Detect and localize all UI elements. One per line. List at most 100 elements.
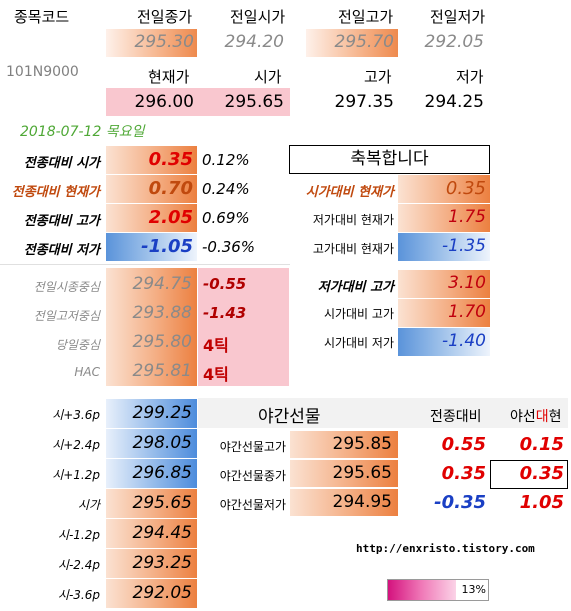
- night-row-cell: [290, 460, 398, 487]
- level-label: 시-1.2p: [57, 528, 100, 542]
- compare-right-value: -1.35: [442, 236, 486, 256]
- prev-close-cell: [106, 29, 197, 57]
- compare-left-cell: [106, 175, 197, 203]
- compare-right-label: 시가대비 저가: [323, 336, 394, 350]
- night-row-night: 0.15: [519, 434, 564, 455]
- level-cell: [106, 459, 197, 488]
- compare-left-pct: 0.12%: [202, 151, 250, 169]
- progress-fill: [388, 580, 456, 600]
- level-value: 293.25: [132, 553, 192, 573]
- night-row-value: 294.95: [332, 492, 392, 512]
- current-price-value: 296.00: [134, 92, 194, 112]
- level-label: 시+2.4p: [52, 438, 100, 452]
- compare-left-label: 전종대비 현재가: [11, 185, 100, 200]
- level-cell: [106, 579, 197, 608]
- compare-left-pct: 0.24%: [202, 180, 250, 198]
- level-label: 시가: [77, 498, 100, 512]
- level-value: 294.45: [132, 523, 192, 543]
- prev-low-value: 292.05: [424, 32, 484, 52]
- level-label: 시-2.4p: [57, 558, 100, 572]
- compare-right-label: 시가대비 고가: [323, 307, 394, 321]
- compare-left-label: 전종대비 시가: [23, 156, 100, 171]
- compare-left-cell: [106, 146, 197, 174]
- night-row-label: 야간선물종가: [219, 469, 286, 483]
- compare-left-label: 전종대비 고가: [23, 214, 100, 229]
- night-title: 야간선물: [258, 407, 321, 427]
- compare-right-label: 저가대비 고가: [317, 280, 394, 295]
- night-row-night: 0.35: [519, 463, 564, 484]
- compare-left-pct: -0.36%: [202, 238, 256, 256]
- level-value: 292.05: [132, 583, 192, 603]
- compare-right-cell: [398, 299, 490, 327]
- separator: [0, 264, 290, 265]
- header-low: 저가: [456, 68, 484, 86]
- level-cell: [106, 489, 197, 518]
- level-cell: [106, 429, 197, 458]
- compare-right-value: 1.75: [448, 207, 486, 227]
- blog-url[interactable]: http://enxristo.tistory.com: [356, 542, 535, 555]
- night-col-diff: 전종대비: [430, 409, 482, 425]
- center-value: 294.75: [132, 274, 192, 294]
- progress-label: 13%: [461, 583, 486, 596]
- current-price-cell: [106, 88, 290, 116]
- compare-right-value: 0.35: [445, 178, 486, 199]
- compare-left-value: 0.35: [148, 149, 193, 170]
- night-row-label: 야간선물저가: [219, 498, 286, 512]
- compare-right-value: 3.10: [448, 273, 486, 293]
- compare-right-cell: [398, 233, 490, 261]
- night-header-bar: [198, 398, 568, 428]
- center-value: 295.81: [132, 361, 192, 381]
- open-price-value: 295.65: [224, 92, 284, 112]
- night-row-diff: 0.55: [441, 434, 486, 455]
- night-col-part: 현: [548, 409, 562, 425]
- center-diff: -0.55: [203, 275, 247, 293]
- low-price-value: 294.25: [424, 92, 484, 112]
- center-diff: 4틱: [203, 365, 229, 384]
- compare-right-cell: [398, 270, 490, 298]
- level-value: 298.05: [132, 433, 192, 453]
- level-cell: [106, 549, 197, 578]
- center-value: 293.88: [132, 303, 192, 323]
- prev-high-value: 295.70: [334, 32, 394, 52]
- header-open: 시가: [254, 68, 282, 86]
- level-value: 299.25: [132, 403, 192, 423]
- level-value: 295.65: [132, 493, 192, 513]
- compare-left-label: 전종대비 저가: [23, 243, 100, 258]
- night-col-part-red: 대: [535, 409, 549, 425]
- night-col-night: 야선대현: [510, 406, 562, 426]
- compare-right-label: 저가대비 현재가: [312, 213, 394, 227]
- header-prev-open: 전일시가: [230, 8, 286, 26]
- center-value: 295.80: [132, 332, 192, 352]
- high-price-value: 297.35: [334, 92, 394, 112]
- center-label: 전일고저중심: [33, 309, 100, 323]
- header-prev-high: 전일고가: [338, 8, 394, 26]
- prev-high-cell: [306, 29, 398, 57]
- compare-right-value: -1.40: [442, 331, 486, 351]
- level-value: 296.85: [132, 463, 192, 483]
- level-label: 시-3.6p: [57, 588, 100, 602]
- prev-close-value: 295.30: [134, 32, 194, 52]
- level-label: 시+3.6p: [52, 408, 100, 422]
- header-high: 고가: [364, 68, 392, 86]
- night-row-value: 295.65: [332, 463, 392, 483]
- night-row-diff: -0.35: [434, 492, 486, 513]
- night-row-value: 295.85: [332, 434, 392, 454]
- centers-value-column: [106, 268, 197, 386]
- compare-right-cell: [398, 204, 490, 232]
- night-row-cell: [290, 489, 398, 516]
- compare-left-value: -1.05: [141, 236, 193, 257]
- celebrate-box: 축복합니다: [289, 145, 490, 174]
- compare-right-cell: [398, 175, 490, 203]
- centers-diff-column: [198, 268, 289, 386]
- night-row-diff: 0.35: [441, 463, 486, 484]
- night-col-part: 야선: [510, 409, 536, 425]
- header-prev-low: 전일저가: [430, 8, 486, 26]
- night-row-label: 야간선물고가: [219, 440, 286, 454]
- date-label: 2018-07-12 목요일: [20, 124, 145, 140]
- center-diff: -1.43: [203, 304, 247, 322]
- center-label: HAC: [74, 365, 100, 379]
- compare-left-value: 2.05: [148, 207, 193, 228]
- center-label: 전일시종중심: [33, 280, 100, 294]
- compare-right-label: 시가대비 현재가: [305, 185, 394, 200]
- level-cell: [106, 399, 197, 428]
